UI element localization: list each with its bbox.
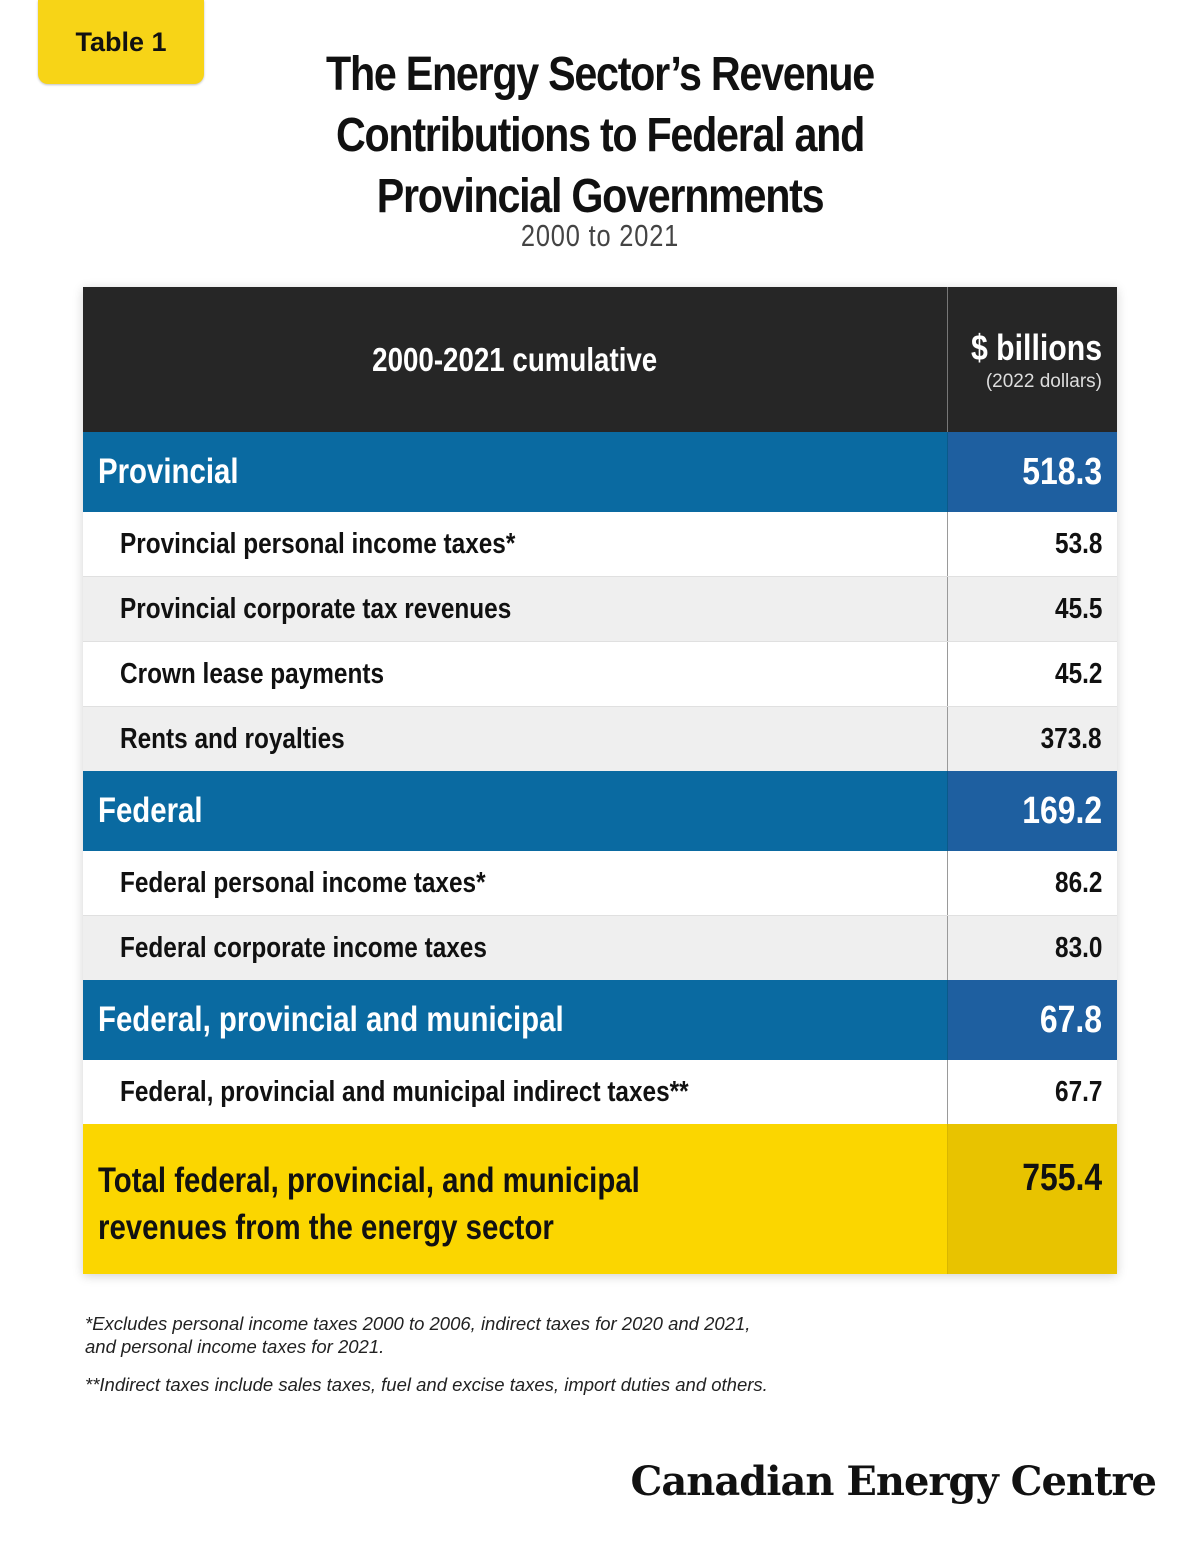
header-period-label: 2000-2021 cumulative xyxy=(372,340,658,378)
row-label: Federal corporate income taxes xyxy=(120,931,487,964)
row-value: 45.2 xyxy=(1054,657,1102,690)
section-label: Federal, provincial and municipal xyxy=(98,1000,564,1039)
row-value: 53.8 xyxy=(1054,527,1102,560)
section-row-federal: Federal 169.2 xyxy=(83,771,1117,851)
header-unit-sub-label: (2022 dollars) xyxy=(985,370,1102,392)
footnote-excludes-line1: *Excludes personal income taxes 2000 to … xyxy=(85,1313,751,1334)
row-value: 373.8 xyxy=(1041,722,1102,755)
section-row-all-levels: Federal, provincial and municipal 67.8 xyxy=(83,980,1117,1060)
total-row: Total federal, provincial, and municipal… xyxy=(83,1124,1117,1274)
table-row: Federal personal income taxes* 86.2 xyxy=(83,851,1117,915)
row-label: Provincial corporate tax revenues xyxy=(120,592,512,625)
section-label: Federal xyxy=(98,791,203,830)
table-row: Federal, provincial and municipal indire… xyxy=(83,1060,1117,1124)
table-row: Provincial personal income taxes* 53.8 xyxy=(83,512,1117,576)
row-value: 86.2 xyxy=(1054,866,1102,899)
table-number-tag: Table 1 xyxy=(38,0,204,84)
table-row: Federal corporate income taxes 83.0 xyxy=(83,915,1117,980)
total-label-line2: revenues from the energy sector xyxy=(98,1208,554,1247)
table-header-row: 2000-2021 cumulative $ billions (2022 do… xyxy=(83,287,1117,432)
page-title: The Energy Sector’s Revenue Contribution… xyxy=(326,48,875,223)
table-number-label: Table 1 xyxy=(75,26,167,57)
row-label: Provincial personal income taxes* xyxy=(120,527,516,560)
row-value: 67.7 xyxy=(1054,1075,1102,1108)
section-value: 169.2 xyxy=(1022,789,1102,832)
section-label: Provincial xyxy=(98,452,239,491)
revenue-table: 2000-2021 cumulative $ billions (2022 do… xyxy=(83,287,1117,1274)
total-value: 755.4 xyxy=(1022,1157,1102,1199)
row-label: Crown lease payments xyxy=(120,657,385,690)
footnote-excludes: *Excludes personal income taxes 2000 to … xyxy=(85,1312,750,1358)
total-label-line1: Total federal, provincial, and municipal xyxy=(98,1161,640,1200)
table-row: Rents and royalties 373.8 xyxy=(83,706,1117,771)
row-value: 83.0 xyxy=(1054,931,1102,964)
footnote-excludes-line2: and personal income taxes for 2021. xyxy=(85,1336,385,1357)
row-label: Federal personal income taxes* xyxy=(120,866,486,899)
row-label: Federal, provincial and municipal indire… xyxy=(120,1075,689,1108)
section-row-provincial: Provincial 518.3 xyxy=(83,432,1117,512)
section-value: 67.8 xyxy=(1039,998,1102,1041)
brand-logo: Canadian Energy Centre xyxy=(630,1458,1157,1505)
section-value: 518.3 xyxy=(1022,450,1102,493)
footnote-indirect-taxes: **Indirect taxes include sales taxes, fu… xyxy=(85,1374,768,1395)
row-value: 45.5 xyxy=(1054,592,1102,625)
table-row: Provincial corporate tax revenues 45.5 xyxy=(83,576,1117,641)
page-subtitle: 2000 to 2021 xyxy=(520,218,680,253)
table-row: Crown lease payments 45.2 xyxy=(83,641,1117,706)
row-label: Rents and royalties xyxy=(120,722,345,755)
header-unit-label: $ billions xyxy=(970,326,1102,368)
